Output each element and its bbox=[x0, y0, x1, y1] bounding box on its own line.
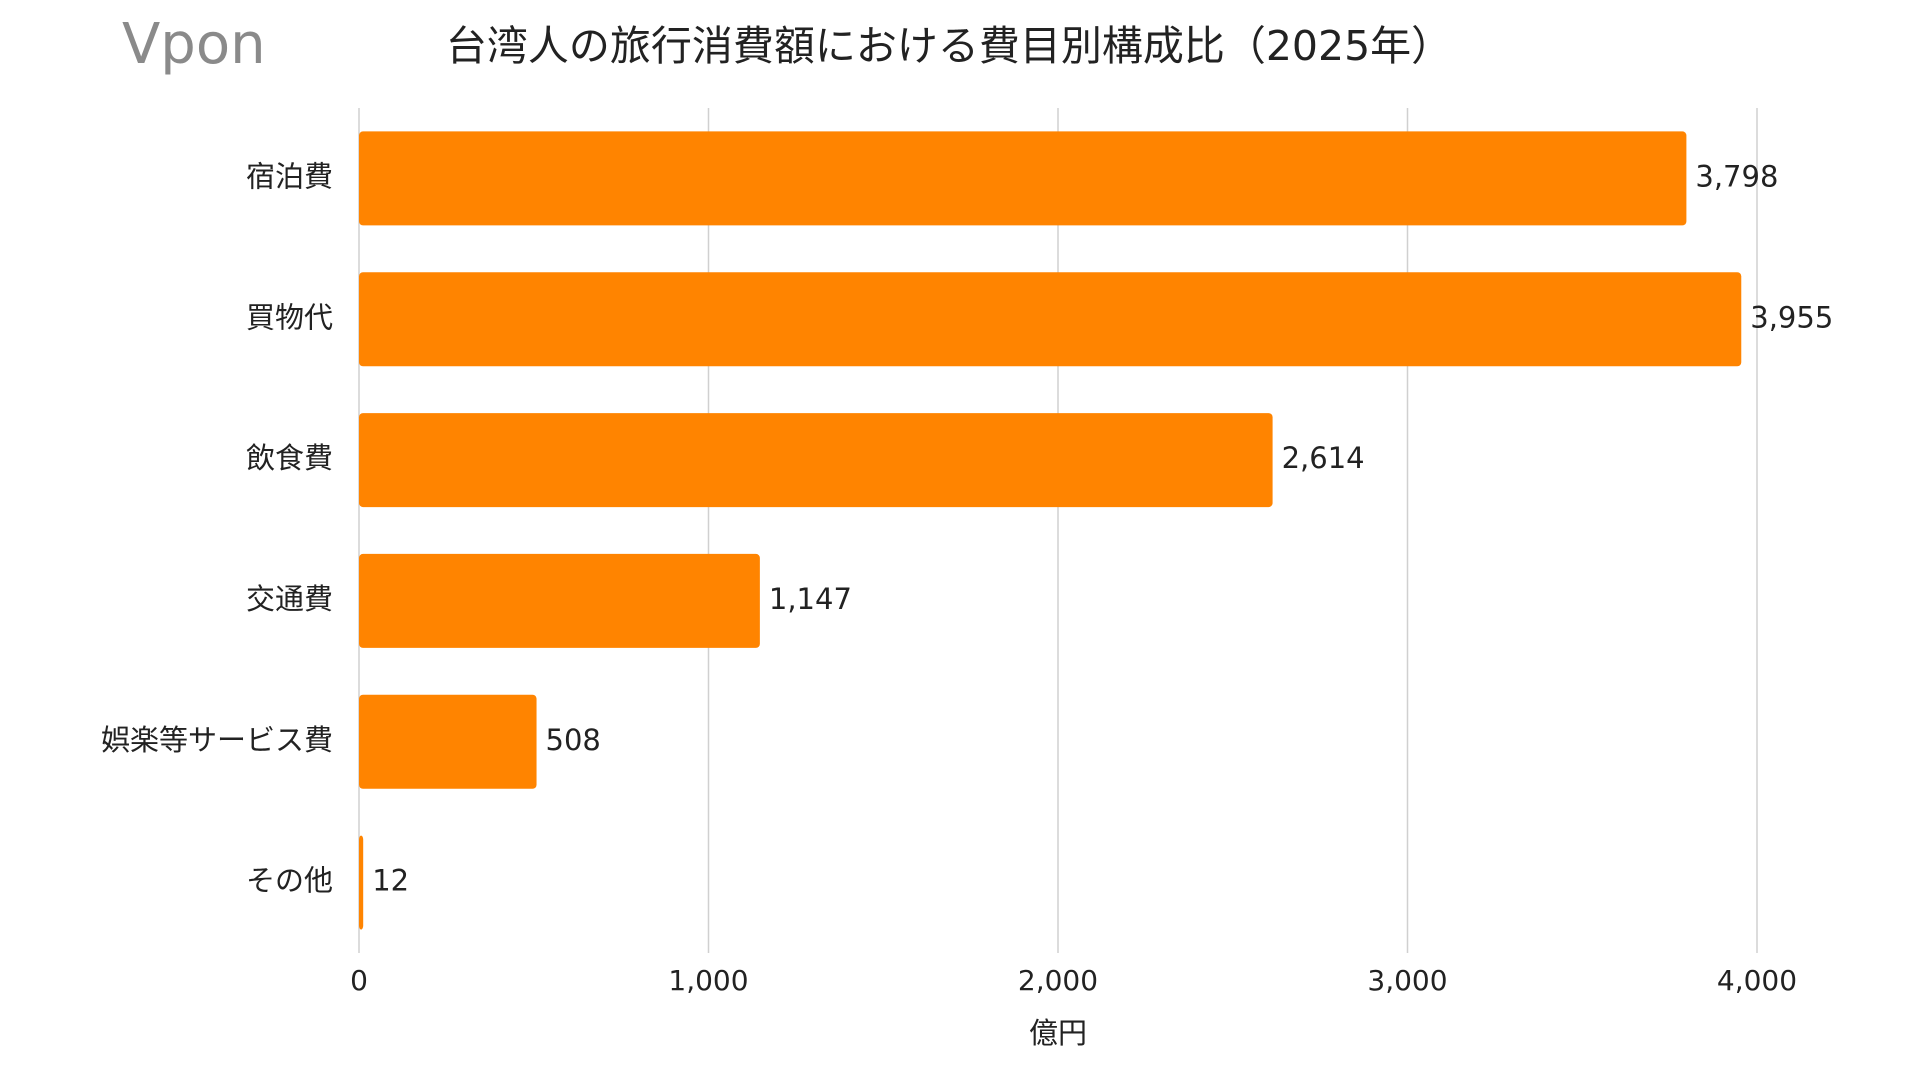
y-tick-label: 買物代 bbox=[246, 300, 333, 334]
value-label: 12 bbox=[372, 864, 409, 898]
bar bbox=[359, 553, 760, 648]
value-label: 3,798 bbox=[1695, 159, 1778, 193]
y-tick-label: 交通費 bbox=[246, 582, 333, 616]
bar bbox=[359, 131, 1687, 226]
bar bbox=[359, 272, 1742, 367]
x-tick-label: 0 bbox=[350, 964, 368, 997]
value-label: 1,147 bbox=[769, 582, 852, 616]
x-tick-label: 1,000 bbox=[668, 964, 748, 997]
y-tick-label: 飲食費 bbox=[246, 441, 333, 475]
x-tick-label: 4,000 bbox=[1717, 964, 1797, 997]
y-tick-label: 宿泊費 bbox=[246, 159, 333, 193]
bar bbox=[359, 694, 537, 789]
chart-title: 台湾人の旅行消費額における費目別構成比（2025年） bbox=[446, 22, 1452, 70]
value-label: 508 bbox=[546, 723, 601, 757]
x-tick-label: 2,000 bbox=[1018, 964, 1098, 997]
bar bbox=[359, 413, 1273, 508]
x-tick-label: 3,000 bbox=[1367, 964, 1447, 997]
y-tick-label: 娯楽等サービス費 bbox=[101, 723, 333, 757]
y-tick-label: その他 bbox=[246, 864, 333, 898]
bar bbox=[359, 835, 364, 930]
value-label: 3,955 bbox=[1750, 300, 1833, 334]
logo: Vpon bbox=[122, 12, 266, 77]
x-axis-label: 億円 bbox=[1029, 1016, 1087, 1050]
value-label: 2,614 bbox=[1282, 441, 1365, 475]
